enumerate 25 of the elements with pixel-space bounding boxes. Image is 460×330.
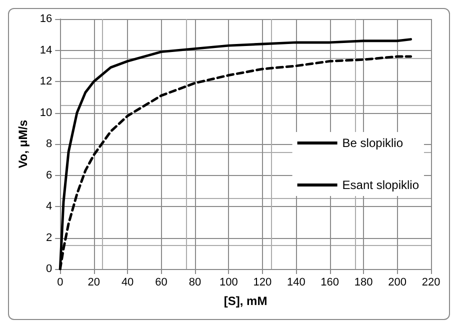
- x-tick-label: 200: [388, 276, 406, 288]
- y-axis-title: Vo, μM/s: [16, 119, 30, 168]
- y-tick-label: 0: [46, 263, 52, 275]
- legend-label: Be slopiklio: [342, 136, 404, 150]
- x-tick-label: 160: [320, 276, 340, 288]
- x-tick-label: 220: [422, 276, 440, 288]
- x-tick-label: 60: [155, 276, 168, 288]
- y-tick-label: 12: [40, 76, 52, 88]
- x-tick-label: 0: [57, 276, 64, 288]
- x-tick-label: 80: [188, 276, 202, 288]
- y-tick-label: 8: [46, 138, 52, 150]
- x-tick-label: 120: [253, 276, 272, 288]
- y-tick-label: 6: [46, 169, 52, 182]
- y-tick-label: 16: [40, 13, 52, 25]
- y-tick-label: 4: [46, 200, 52, 212]
- x-tick-label: 140: [286, 276, 306, 288]
- y-tick-label: 10: [40, 106, 52, 119]
- legend-label: Esant slopiklio: [342, 178, 420, 192]
- x-tick-label: 40: [121, 276, 134, 288]
- x-tick-label: 180: [354, 276, 373, 288]
- y-tick-label: 2: [46, 232, 52, 244]
- x-tick-label: 20: [88, 276, 100, 288]
- y-tick-label: 14: [40, 44, 52, 56]
- x-axis-title: [S], mM: [224, 294, 268, 308]
- x-tick-label: 100: [220, 276, 238, 288]
